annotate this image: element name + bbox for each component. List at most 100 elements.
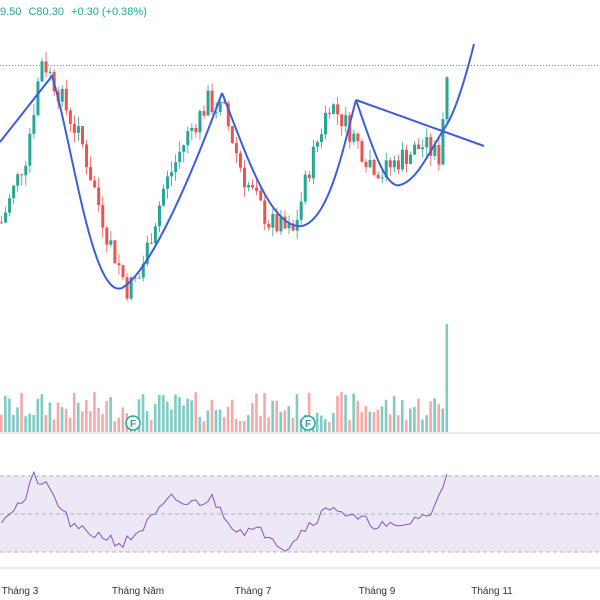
earnings-marker-2[interactable] [300, 415, 316, 431]
candle-body [129, 277, 133, 299]
candle-body [291, 223, 295, 231]
candle-body [105, 227, 109, 245]
volume-bar [421, 419, 424, 432]
candle-body [392, 160, 396, 168]
candle-body [299, 201, 303, 220]
candle-body [376, 174, 380, 179]
volume-bar [24, 416, 27, 432]
rsi-band [0, 476, 600, 552]
candle-body [409, 154, 413, 164]
volume-bar [121, 407, 125, 432]
volume-bar [226, 406, 230, 432]
candle-body [68, 110, 72, 124]
candle-body [48, 71, 52, 73]
candle-body [425, 137, 429, 148]
volume-bar [336, 395, 339, 432]
candle-body [72, 123, 76, 133]
volume-bar [206, 410, 210, 432]
volume-bar [247, 415, 250, 432]
volume-bar [72, 392, 76, 432]
candle-body [210, 90, 214, 113]
volume-bar [198, 416, 202, 432]
candle-body [433, 144, 437, 156]
volume-bar [48, 402, 52, 432]
volume-bar [230, 399, 234, 432]
candle-body [324, 112, 327, 135]
candle-body [178, 151, 182, 163]
candle-body [417, 144, 421, 150]
volume-bar [315, 412, 319, 432]
candle-body [121, 265, 125, 278]
volume-bar [238, 421, 242, 432]
volume-bar [324, 419, 327, 432]
volume-bar [291, 417, 295, 432]
candle-body [182, 145, 186, 152]
candle-body [28, 133, 32, 166]
candle-body [206, 90, 210, 116]
volume-bar [8, 398, 11, 432]
candle-body [64, 88, 68, 111]
candle-body [32, 115, 36, 134]
candle-body [429, 137, 433, 156]
candle-body [445, 77, 449, 120]
candle-body [234, 143, 238, 154]
volume-bar [259, 415, 262, 432]
candle-body [360, 141, 364, 162]
volume-bar [396, 415, 400, 432]
volume-bar [0, 414, 3, 432]
volume-bar [364, 406, 368, 432]
candle-body [113, 240, 117, 264]
candle-body [332, 104, 336, 114]
volume-bar [97, 407, 100, 432]
candle-body [149, 242, 153, 244]
volume-bar [307, 392, 311, 432]
volume-bar [417, 398, 420, 432]
candle-body [40, 61, 44, 82]
candle-body [186, 130, 190, 146]
x-tick-label: Tháng 9 [359, 586, 396, 597]
x-tick-label: Tháng 3 [2, 586, 39, 597]
volume-bar [263, 393, 266, 432]
volume-bar [243, 421, 246, 432]
change-value: +0.30 (+0.38%) [71, 6, 147, 18]
candle-body [372, 159, 376, 175]
volume-bar [93, 392, 96, 432]
volume-bar [340, 392, 343, 432]
candle-body [243, 167, 246, 188]
candle-body [137, 277, 141, 279]
candle-body [263, 200, 267, 224]
candle-body [153, 226, 157, 244]
volume-bar [113, 421, 116, 432]
candle-body [81, 126, 84, 145]
candle-body [101, 205, 105, 228]
earnings-marker-1[interactable] [125, 415, 141, 431]
volume-bar [64, 408, 68, 432]
volume-bar [101, 414, 104, 432]
candle-body [336, 104, 340, 115]
candle-body [307, 174, 311, 179]
candle-body [247, 184, 251, 188]
volume-bar [81, 411, 84, 432]
volume-bar [413, 407, 416, 432]
candle-body [400, 149, 404, 170]
candle-body [44, 61, 48, 73]
volume-bar [429, 401, 432, 432]
candle-body [380, 177, 384, 179]
candle-body [340, 114, 344, 127]
volume-bar [32, 415, 35, 432]
candle-body [24, 165, 28, 176]
volume-bar [287, 406, 291, 432]
volume-bar [372, 412, 376, 432]
candle-body [279, 216, 283, 232]
volume-bar [12, 414, 15, 432]
volume-bar [105, 401, 108, 432]
candle-body [125, 277, 129, 299]
volume-bar [182, 405, 185, 432]
candle-body [20, 174, 24, 176]
volume-bar [36, 398, 40, 432]
volume-bar [271, 400, 274, 432]
volume-bar [190, 400, 193, 432]
volume-bar [352, 393, 355, 432]
volume-bar [328, 421, 331, 432]
